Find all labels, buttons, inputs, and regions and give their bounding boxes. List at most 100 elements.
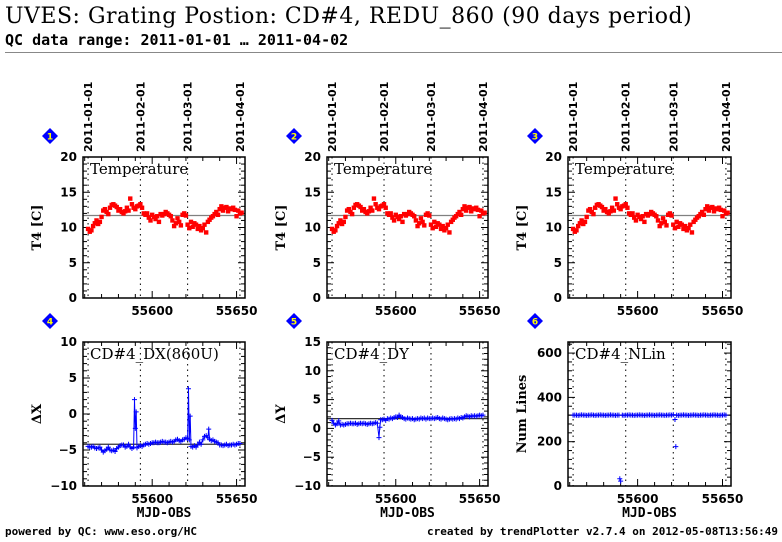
data-point xyxy=(433,224,439,229)
data-point xyxy=(89,228,94,233)
data-point xyxy=(701,212,707,218)
x-tick-label: 55650 xyxy=(216,304,258,318)
date-marker-label: 2011-01-01 xyxy=(567,82,580,152)
data-point xyxy=(237,441,243,447)
data-point xyxy=(672,417,678,423)
plot-frame xyxy=(326,341,489,487)
data-point xyxy=(591,211,596,217)
y-tick-label: 20 xyxy=(545,150,562,164)
x-tick-label: 55600 xyxy=(375,304,417,318)
y-tick-label: 5 xyxy=(313,393,321,407)
data-point xyxy=(90,223,96,229)
data-point xyxy=(418,216,424,221)
panel-number: 2 xyxy=(291,133,297,143)
data-point xyxy=(236,208,241,213)
data-point xyxy=(217,206,222,212)
data-point xyxy=(671,222,676,227)
data-point xyxy=(117,206,123,212)
data-point xyxy=(376,435,382,441)
title-divider xyxy=(5,52,782,53)
data-point xyxy=(638,216,644,222)
date-marker-label: 2011-02-01 xyxy=(134,82,147,152)
data-point xyxy=(615,202,620,207)
plot-frame xyxy=(82,156,246,299)
data-point xyxy=(198,441,204,447)
data-point xyxy=(334,223,340,229)
data-point xyxy=(168,214,173,219)
data-point xyxy=(437,222,442,227)
panel-5: 5 −10 −5 0 5 10 15 55600 55650 ΔY MJD-OBS CD#4_DY xyxy=(274,313,500,521)
data-point xyxy=(579,218,584,223)
data-point xyxy=(346,206,352,212)
y-tick-label: 10 xyxy=(304,221,321,235)
y-axis-label: ΔY xyxy=(274,404,289,424)
data-point xyxy=(570,226,576,232)
data-point xyxy=(633,218,639,223)
date-marker-label: 2011-02-01 xyxy=(620,82,633,152)
data-point xyxy=(632,215,637,220)
data-point xyxy=(618,478,624,484)
data-point xyxy=(225,209,231,214)
data-point xyxy=(592,205,598,210)
data-point xyxy=(185,222,190,227)
y-tick-label: 0 xyxy=(313,291,321,305)
y-tick-label: 10 xyxy=(60,335,77,349)
panel-number-badge-icon xyxy=(527,128,543,144)
data-point xyxy=(214,209,219,215)
data-point xyxy=(175,216,180,221)
data-point xyxy=(609,205,615,210)
data-point xyxy=(173,221,179,226)
data-point xyxy=(475,207,481,213)
data-point xyxy=(139,205,145,210)
data-point xyxy=(479,208,484,213)
data-point xyxy=(349,211,355,217)
data-point xyxy=(428,222,434,227)
data-point xyxy=(722,208,727,213)
x-tick-label: 55600 xyxy=(617,304,659,318)
data-point xyxy=(725,210,730,215)
x-tick-label: 55600 xyxy=(617,492,659,506)
data-point xyxy=(338,218,343,223)
data-point xyxy=(203,230,209,235)
data-point xyxy=(669,213,674,218)
panel-4: 4 −10 −5 0 5 10 55600 55650 ΔX MJD-OBS CD#4_DX(860… xyxy=(30,313,257,521)
data-point xyxy=(187,413,193,419)
data-point xyxy=(682,223,688,229)
data-point xyxy=(377,424,383,430)
data-point xyxy=(176,219,182,225)
data-point xyxy=(102,206,108,212)
data-point xyxy=(232,207,238,213)
data-point xyxy=(329,226,335,232)
data-point xyxy=(219,204,224,209)
data-point xyxy=(396,216,402,222)
data-point xyxy=(679,222,684,227)
date-marker-label: 2011-02-01 xyxy=(378,82,391,152)
data-point xyxy=(124,205,130,210)
data-point xyxy=(220,208,226,213)
y-axis-label: T4 [C] xyxy=(30,205,45,251)
x-tick-label: 55650 xyxy=(216,492,258,506)
data-point xyxy=(343,214,348,220)
y-tick-label: 10 xyxy=(60,221,77,235)
x-tick-label: 55650 xyxy=(459,304,501,318)
x-tick-label: 55600 xyxy=(131,304,173,318)
panel-number-badge-icon xyxy=(286,128,302,144)
data-point xyxy=(617,476,623,482)
plot-frame xyxy=(82,341,246,487)
data-point xyxy=(611,208,617,213)
y-tick-label: 15 xyxy=(304,335,321,349)
y-tick-label: 5 xyxy=(69,256,77,270)
data-point xyxy=(655,218,661,223)
x-tick-label: 55650 xyxy=(702,304,744,318)
data-point xyxy=(366,209,372,214)
data-point xyxy=(681,226,686,232)
panel-number-badge-icon xyxy=(42,128,58,144)
data-point xyxy=(582,219,588,225)
data-point xyxy=(480,412,486,418)
y-tick-label: 5 xyxy=(313,256,321,270)
data-point xyxy=(689,230,695,235)
data-range-subtitle: QC data range: 2011-01-01 … 2011-04-02 xyxy=(5,31,349,49)
data-point xyxy=(131,397,137,403)
data-point xyxy=(341,219,346,225)
